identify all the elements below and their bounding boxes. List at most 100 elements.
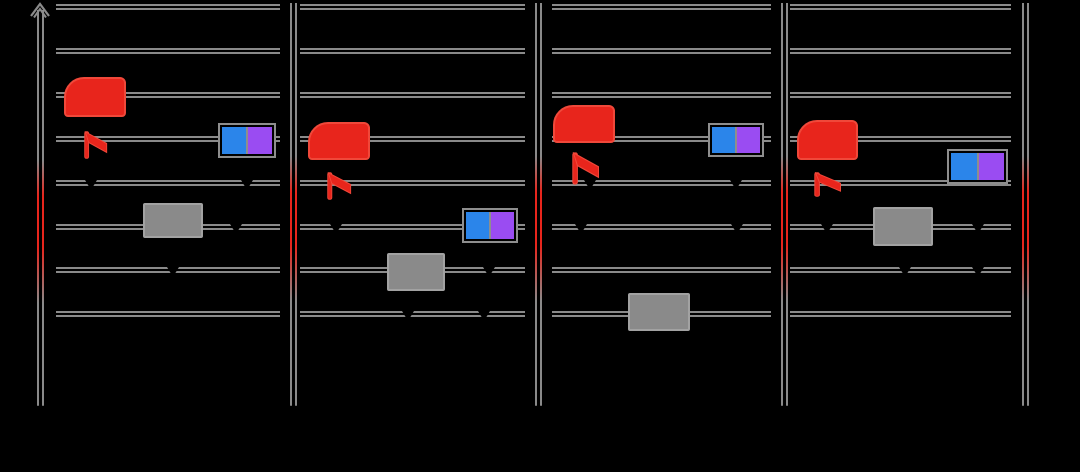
down-arrow-head-icon	[402, 311, 414, 321]
purple-cell	[737, 127, 760, 153]
down-arrow-mark	[584, 169, 596, 190]
end-barline-strand	[1027, 3, 1029, 406]
down-arrow-mark	[483, 256, 495, 277]
cell-divider	[246, 127, 248, 154]
down-arrow-head-icon	[821, 224, 833, 234]
wire-strand	[56, 48, 280, 50]
end-barline	[1022, 3, 1029, 406]
pulse-gate	[553, 105, 615, 143]
wire-row1-measure-4	[790, 4, 1011, 11]
wire-row2-measure-4	[790, 48, 1011, 55]
wire-strand	[300, 228, 525, 230]
wire-row1-measure-2	[300, 4, 525, 11]
flag-marker	[572, 152, 600, 185]
wire-strand	[552, 267, 771, 269]
wire-row1-measure-1	[56, 4, 280, 11]
two-qubit-gate	[947, 149, 1008, 184]
wire-strand	[300, 224, 525, 226]
wire-strand	[552, 180, 771, 182]
two-qubit-gate	[462, 208, 518, 243]
wire-strand	[790, 315, 1011, 317]
wire-row3-measure-4	[790, 92, 1011, 99]
wire-strand	[56, 92, 280, 94]
wire-row6-measure-2	[300, 224, 525, 231]
down-arrow-mark	[972, 213, 984, 234]
down-arrow-head-icon	[483, 267, 495, 277]
down-arrow-mark	[241, 169, 253, 190]
wire-strand	[790, 180, 1011, 182]
down-arrow-stem	[903, 256, 907, 267]
down-arrow-stem	[89, 169, 93, 180]
wire-row7-measure-3	[552, 267, 771, 274]
down-arrow-head-icon	[85, 180, 97, 190]
wire-row2-measure-2	[300, 48, 525, 55]
wire-strand	[790, 48, 1011, 50]
wire-row4-measure-1	[56, 136, 280, 143]
wire-strand	[56, 8, 280, 10]
wire-strand	[552, 92, 771, 94]
down-arrow-stem	[734, 169, 738, 180]
barline-1	[290, 3, 297, 406]
wire-strand	[790, 92, 1011, 94]
wire-strand	[552, 271, 771, 273]
time-axis-strand	[37, 10, 39, 406]
gray-gate	[387, 253, 445, 291]
blue-cell	[712, 127, 735, 153]
barline-3	[781, 3, 788, 406]
down-arrow-head-icon	[731, 224, 743, 234]
wire-strand	[552, 224, 771, 226]
down-arrow-mark	[575, 213, 587, 234]
down-arrow-mark	[730, 169, 742, 190]
wire-strand	[552, 8, 771, 10]
wire-strand	[552, 228, 771, 230]
wire-strand	[790, 8, 1011, 10]
wire-strand	[300, 136, 525, 138]
wire-strand	[552, 52, 771, 54]
down-arrow-head-icon	[972, 224, 984, 234]
wire-row8-measure-4	[790, 311, 1011, 318]
wire-row1-measure-3	[552, 4, 771, 11]
wire-row5-measure-4	[790, 180, 1011, 187]
down-arrow-mark	[330, 213, 342, 234]
wire-strand	[300, 184, 525, 186]
wire-strand	[56, 140, 280, 142]
time-axis-strand	[42, 10, 44, 406]
wire-strand	[552, 136, 771, 138]
pulse-gate	[797, 120, 858, 160]
down-arrow-mark	[972, 256, 984, 277]
barline-1-strand	[290, 3, 292, 406]
down-arrow-stem	[976, 213, 980, 224]
wire-row4-measure-3	[552, 136, 771, 143]
down-arrow-stem	[171, 256, 175, 267]
wire-strand	[790, 136, 1011, 138]
wire-strand	[552, 184, 771, 186]
down-arrow-stem	[482, 300, 486, 311]
cell-divider	[735, 127, 737, 153]
two-qubit-gate	[708, 123, 764, 157]
time-axis	[37, 10, 44, 406]
wire-strand	[790, 311, 1011, 313]
wire-row2-measure-3	[552, 48, 771, 55]
purple-cell	[491, 212, 514, 239]
down-arrow-head-icon	[478, 311, 490, 321]
wire-strand	[300, 52, 525, 54]
down-arrow-head-icon	[584, 180, 596, 190]
gray-gate	[143, 203, 203, 238]
down-arrow-stem	[234, 213, 238, 224]
wire-row5-measure-3	[552, 180, 771, 187]
wire-strand	[790, 140, 1011, 142]
flag-marker	[327, 172, 352, 200]
wire-strand	[300, 140, 525, 142]
barline-1-strand	[295, 3, 297, 406]
purple-cell	[248, 127, 272, 154]
barline-3-strand	[781, 3, 783, 406]
wire-strand	[790, 96, 1011, 98]
down-arrow-stem	[406, 300, 410, 311]
down-arrow-stem	[825, 213, 829, 224]
down-arrow-mark	[402, 300, 414, 321]
wire-strand	[300, 48, 525, 50]
gray-gate	[628, 293, 690, 331]
wire-strand	[56, 180, 280, 182]
down-arrow-head-icon	[241, 180, 253, 190]
